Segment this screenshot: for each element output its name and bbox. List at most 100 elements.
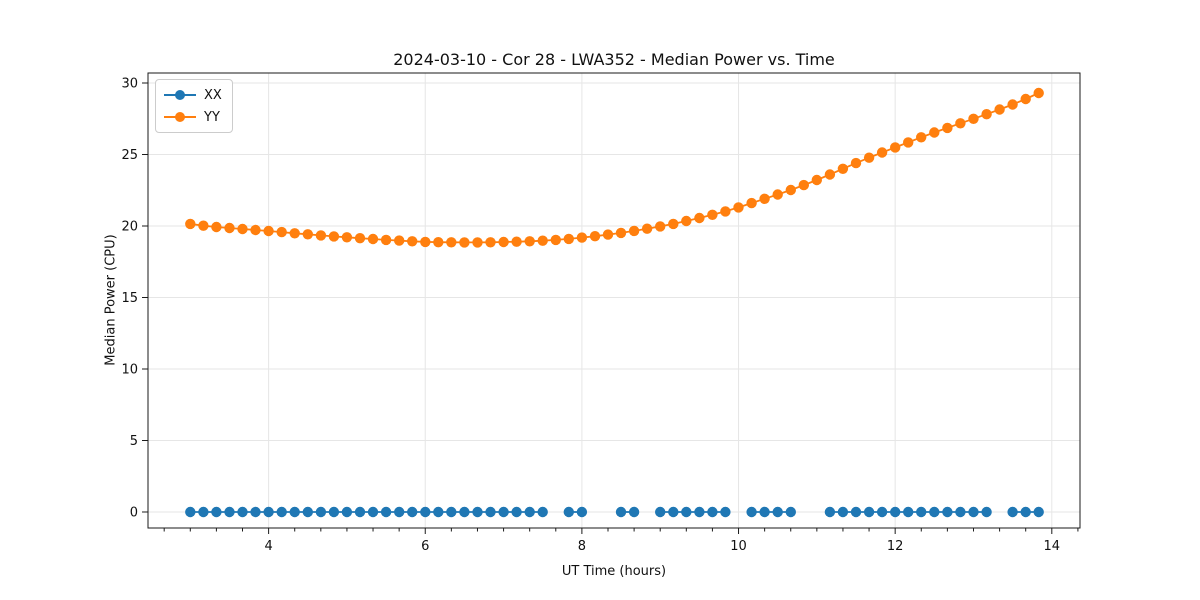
data-point-xx [785,506,796,518]
data-point-yy [263,225,274,237]
data-point-xx [890,506,901,518]
data-point-xx [224,506,235,518]
data-point-xx [420,506,431,518]
data-point-yy [772,189,783,200]
data-point-yy [341,232,353,243]
data-point-yy [628,225,640,237]
data-point-xx [394,506,405,518]
data-point-xx [524,506,535,518]
legend-label-xx: XX [204,87,222,103]
data-point-xx [876,506,888,518]
y-tick-label: 20 [121,220,138,235]
data-point-xx [276,506,287,518]
data-point-xx [472,506,483,518]
x-tick-label: 8 [578,539,586,554]
data-point-yy [1020,93,1031,105]
data-point-yy [459,237,470,248]
data-point-yy [446,237,457,248]
data-point-xx [250,506,261,518]
legend-marker-yy [175,112,185,122]
data-point-xx [981,506,992,518]
data-point-yy [707,209,718,220]
data-point-yy [198,220,209,231]
data-point-xx [446,506,457,518]
data-point-yy [485,237,496,248]
data-point-yy [955,118,966,129]
data-point-xx [433,506,444,518]
data-point-xx [837,506,849,518]
data-point-xx [380,506,392,518]
data-point-xx [354,506,366,518]
data-point-xx [655,506,666,518]
data-point-yy [929,127,940,138]
y-tick-label: 25 [121,148,138,163]
data-point-xx [1020,506,1031,518]
data-point-yy [863,152,875,163]
legend-label-yy: YY [204,109,220,125]
data-point-yy [785,184,796,196]
data-point-xx [341,506,353,518]
legend-item-yy: YY [164,108,222,126]
data-point-yy [668,218,679,230]
data-point-yy [981,109,992,120]
y-tick-label: 5 [130,434,138,449]
data-point-yy [224,222,235,234]
data-point-yy [328,231,340,242]
data-point-yy [1033,87,1044,99]
data-point-yy [615,227,627,239]
data-point-yy [746,197,757,209]
data-point-yy [315,230,327,241]
data-point-yy [289,228,300,239]
x-tick-label: 4 [264,539,272,554]
data-point-yy [211,221,222,233]
data-point-xx [850,506,862,518]
data-point-xx [302,506,313,518]
data-point-yy [498,236,509,248]
data-point-yy [681,215,692,227]
plot-border [147,72,1081,529]
data-point-yy [563,233,574,245]
data-point-yy [824,169,836,180]
data-point-yy [302,229,313,240]
data-point-xx [576,506,588,518]
data-point-xx [563,506,574,518]
data-point-yy [890,142,901,153]
data-point-yy [850,157,862,169]
data-point-xx [772,506,783,518]
data-point-xx [863,506,875,518]
data-point-yy [185,218,196,230]
data-point-xx [615,506,627,518]
data-point-yy [250,224,261,236]
data-point-yy [576,232,588,243]
y-tick-label: 0 [130,505,138,520]
x-tick-label: 14 [1044,539,1061,554]
data-point-yy [903,137,914,148]
data-point-yy [720,206,731,217]
data-point-xx [903,506,914,518]
y-tick-label: 30 [121,77,138,92]
data-point-yy [655,221,666,232]
data-point-yy [942,122,953,134]
data-point-yy [876,147,888,158]
data-point-yy [994,104,1005,115]
data-point-xx [367,506,379,518]
data-point-yy [380,234,392,246]
data-point-yy [759,193,770,204]
series-line-yy [190,92,1040,244]
data-point-yy [968,113,979,125]
data-point-yy [367,233,379,245]
data-point-xx [759,506,770,518]
data-point-xx [459,506,470,518]
data-point-xx [968,506,979,518]
data-point-yy [511,236,522,247]
data-point-yy [1007,99,1018,110]
data-point-yy [837,163,849,174]
data-point-yy [537,235,548,246]
data-point-xx [315,506,327,518]
data-point-xx [1033,506,1044,518]
data-point-xx [289,506,300,518]
data-point-xx [263,506,274,518]
x-tick-label: 6 [421,539,429,554]
data-point-yy [811,174,822,186]
